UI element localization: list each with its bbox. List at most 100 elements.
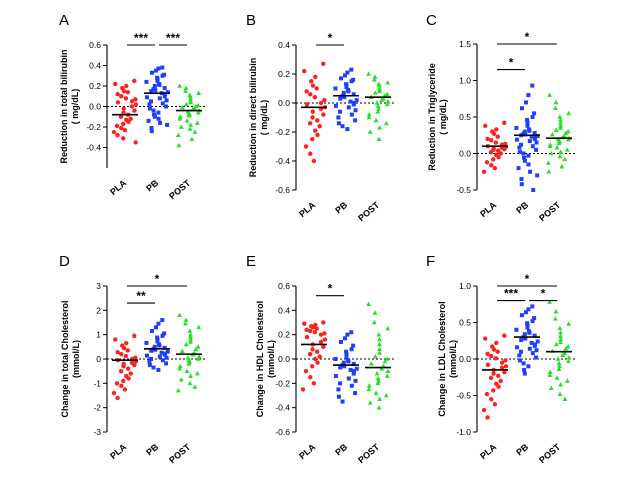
data-point-pb	[519, 106, 524, 111]
data-point-pla	[322, 337, 328, 342]
y-tick-label: -0.4	[86, 143, 101, 153]
data-point-pla	[485, 362, 491, 368]
data-point-post	[374, 100, 380, 105]
y-tick-label: 1	[96, 330, 101, 340]
data-point-pla	[310, 83, 316, 88]
data-point-pla	[485, 351, 490, 357]
data-point-post	[548, 385, 554, 390]
data-point-pla	[119, 125, 124, 131]
data-point-post	[187, 328, 193, 333]
data-point-pb	[353, 108, 358, 113]
data-point-pla	[307, 351, 313, 357]
category-label: PLA	[297, 200, 318, 220]
data-point-pb	[349, 383, 354, 388]
significance-label: *	[525, 30, 530, 44]
data-point-pla	[124, 83, 129, 89]
data-point-post	[186, 113, 192, 118]
data-point-pb	[149, 70, 154, 75]
data-point-pla	[491, 388, 496, 393]
data-point-pla	[126, 376, 131, 381]
data-point-pla	[132, 108, 137, 113]
data-point-post	[196, 90, 202, 95]
data-point-pla	[129, 104, 135, 109]
data-point-pb	[532, 333, 537, 338]
category-label: PLA	[478, 442, 499, 462]
data-point-pb	[517, 358, 522, 363]
data-point-pb	[156, 367, 161, 372]
data-point-post	[177, 114, 183, 119]
data-point-post	[373, 117, 379, 123]
data-point-post	[557, 391, 563, 396]
category-label: POST	[356, 442, 382, 466]
data-point-post	[188, 99, 193, 105]
data-point-post	[366, 71, 372, 76]
data-point-post	[372, 310, 378, 315]
data-point-pla	[113, 81, 118, 87]
data-point-pla	[314, 118, 320, 123]
data-point-pb	[163, 92, 168, 97]
data-point-pb	[338, 109, 343, 114]
data-point-post	[558, 330, 563, 335]
data-point-post	[375, 380, 381, 386]
y-axis-title-units: (mmol/L)	[266, 340, 276, 378]
data-point-pb	[156, 110, 161, 115]
data-point-post	[377, 83, 382, 88]
data-point-pb	[151, 365, 156, 370]
y-tick-label: -0.5	[456, 391, 471, 401]
data-point-pla	[492, 402, 498, 407]
data-point-pb	[338, 76, 343, 81]
data-point-pla	[498, 151, 503, 156]
y-tick-label: 0.4	[278, 40, 290, 50]
data-point-post	[188, 336, 194, 342]
data-point-pla	[503, 364, 509, 369]
data-point-pb	[521, 151, 526, 156]
data-point-pb	[526, 162, 531, 167]
y-tick-label: -1.0	[456, 427, 471, 437]
data-point-post	[560, 352, 566, 358]
data-point-pla	[315, 132, 320, 138]
data-point-pb	[343, 336, 348, 341]
data-point-pb	[149, 329, 154, 334]
data-point-post	[547, 92, 553, 97]
data-point-pla	[318, 332, 324, 337]
data-point-pb	[346, 359, 351, 364]
y-tick-label: -1	[93, 378, 101, 388]
data-point-pb	[529, 340, 534, 345]
significance-label: *	[525, 272, 530, 286]
data-point-pla	[125, 348, 130, 353]
data-point-pla	[491, 347, 497, 352]
panel-a: A -0.4 -0.2 0.0 0.2 0.4 0.6 Reduction in total …	[59, 12, 207, 201]
data-point-post	[376, 332, 382, 337]
data-point-pla	[311, 381, 317, 386]
data-point-pla	[502, 120, 507, 126]
data-point-pla	[310, 325, 316, 330]
data-point-post	[377, 336, 382, 342]
significance-label: **	[136, 289, 146, 303]
data-point-pb	[346, 105, 351, 110]
data-point-post	[564, 378, 570, 383]
data-point-pla	[313, 128, 318, 133]
data-point-pb	[158, 120, 163, 125]
data-point-pb	[351, 371, 356, 376]
data-point-post	[182, 88, 188, 93]
data-point-pb	[344, 85, 349, 90]
data-point-post	[372, 74, 378, 79]
data-point-pb	[147, 359, 152, 364]
data-point-pla	[488, 149, 494, 155]
data-point-pb	[162, 331, 167, 336]
data-point-pla	[317, 354, 322, 359]
data-point-post	[177, 312, 183, 317]
data-point-pla	[132, 333, 137, 339]
data-point-pla	[314, 86, 319, 91]
data-point-pb	[162, 352, 167, 357]
data-point-pb	[162, 94, 167, 99]
data-point-pb	[351, 102, 356, 107]
data-point-post	[177, 366, 183, 371]
data-point-pb	[535, 173, 540, 178]
data-point-pla	[496, 154, 501, 160]
data-point-pla	[123, 96, 129, 101]
data-point-pb	[526, 364, 531, 369]
data-point-post	[562, 350, 567, 355]
y-tick-label: 0.4	[278, 305, 290, 315]
data-point-pla	[481, 407, 487, 413]
